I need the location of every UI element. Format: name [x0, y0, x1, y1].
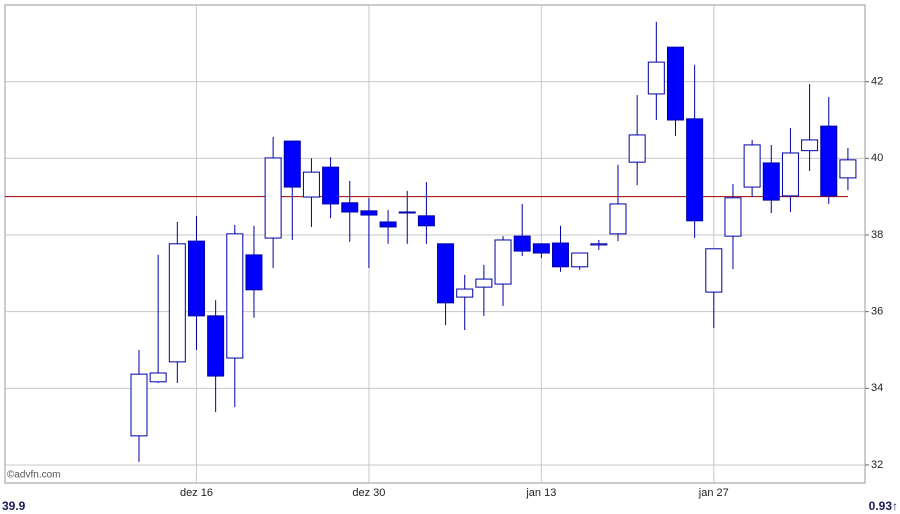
y-tick-label: 36	[871, 306, 883, 318]
candle-body	[801, 139, 819, 152]
candle-body	[341, 202, 359, 213]
candle-body	[609, 203, 627, 235]
candle-body	[187, 240, 205, 317]
candle-body	[149, 372, 167, 383]
candle-body	[705, 248, 723, 293]
candle-body	[781, 152, 799, 197]
candle-body	[571, 252, 589, 268]
candle-body	[379, 221, 397, 228]
candle-body	[724, 197, 742, 237]
y-tick-label: 34	[871, 382, 883, 394]
candle-body	[130, 373, 148, 437]
candle-body	[226, 233, 244, 359]
candle-body	[839, 159, 857, 179]
candle-body	[360, 210, 378, 216]
candle-body	[628, 134, 646, 163]
x-tick-label: jan 27	[698, 487, 729, 499]
y-tick-label: 40	[871, 152, 883, 164]
candle-body	[762, 162, 780, 201]
candle-body	[168, 243, 186, 363]
footer-right: 0.93↑	[869, 499, 898, 513]
candle-body	[532, 243, 550, 254]
x-tick-label: dez 30	[352, 487, 385, 499]
candle-body	[552, 242, 570, 268]
y-tick-label: 38	[871, 229, 883, 241]
candle-body	[283, 140, 301, 188]
footer-left: 39.9	[2, 499, 26, 513]
y-tick-label: 42	[871, 76, 883, 88]
x-tick-label: dez 16	[180, 487, 213, 499]
candle-body	[302, 171, 320, 198]
candle-body	[513, 235, 531, 252]
candle-body	[245, 254, 263, 291]
candle-body	[398, 211, 416, 214]
plot-area	[4, 4, 866, 484]
candle-body	[475, 278, 493, 288]
candle-body	[590, 243, 608, 246]
y-tick-label: 32	[871, 459, 883, 471]
candle-body	[647, 61, 665, 95]
watermark: ©advfn.com	[7, 470, 61, 481]
candle-body	[666, 46, 684, 121]
candle-body	[494, 239, 512, 285]
candle-body	[686, 118, 704, 222]
candle-body	[417, 215, 435, 227]
candle-body	[456, 288, 474, 298]
candle-body	[264, 157, 282, 239]
candle-body	[207, 315, 225, 377]
x-tick-label: jan 13	[525, 487, 556, 499]
candle-body	[437, 243, 455, 304]
candle-body	[743, 144, 761, 188]
candle-body	[322, 166, 340, 205]
candle-body	[820, 125, 838, 197]
